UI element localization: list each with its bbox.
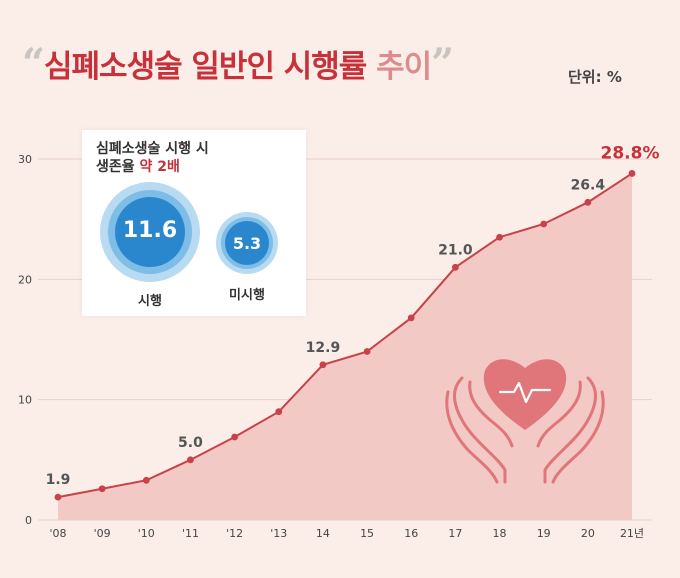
x-tick-label: '11 (182, 527, 199, 540)
data-point (496, 233, 503, 241)
data-label: 5.0 (178, 435, 203, 451)
data-point (54, 493, 62, 501)
bubble-value-not-performed: 5.3 (232, 234, 262, 253)
x-tick-label: 19 (537, 527, 551, 540)
y-tick-label: 30 (18, 153, 32, 166)
data-labels: 1.9 5.0 12.9 21.0 26.4 28.8% (46, 143, 660, 488)
series-points (54, 170, 636, 501)
data-point (584, 198, 592, 206)
open-quote: “ (22, 40, 45, 87)
inset-title-line2: 생존율 (96, 159, 140, 175)
unit-label: 단위: % (568, 68, 622, 86)
close-quote: ” (431, 40, 454, 87)
x-tick-label: 21년 (620, 527, 644, 540)
data-point (142, 476, 150, 484)
data-point (98, 485, 106, 493)
y-axis-ticks: 0 10 20 30 (18, 153, 32, 527)
page-title: “심폐소생술 일반인 시행률 추이” (22, 40, 454, 87)
x-tick-label: 16 (404, 527, 418, 540)
y-tick-label: 10 (18, 394, 32, 407)
x-tick-label: '10 (138, 527, 155, 540)
data-label: 28.8% (601, 143, 660, 163)
x-tick-label: '09 (94, 527, 111, 540)
x-tick-label: 20 (581, 527, 595, 540)
x-tick-label: '13 (270, 527, 287, 540)
series-area (58, 173, 632, 520)
x-tick-label: 18 (493, 527, 507, 540)
x-tick-label: 17 (448, 527, 462, 540)
title-accent: 추이 (376, 49, 432, 85)
heart-in-hands-icon (445, 359, 605, 484)
y-tick-label: 0 (25, 514, 32, 527)
data-label: 26.4 (571, 177, 606, 193)
x-tick-label: '08 (49, 527, 66, 540)
bubble-value-performed: 11.6 (122, 218, 178, 243)
data-point (451, 263, 459, 271)
data-label: 21.0 (438, 242, 473, 258)
data-point (628, 170, 636, 177)
data-label: 12.9 (306, 340, 341, 356)
series-line (57, 172, 633, 499)
data-point (319, 361, 327, 369)
bubble-label-not-performed: 미시행 (229, 288, 265, 303)
y-tick-label: 20 (18, 273, 32, 286)
data-point (363, 348, 371, 355)
x-tick-label: '12 (226, 527, 243, 540)
inset-title-highlight: 약 2배 (139, 159, 180, 175)
data-point (540, 220, 548, 228)
data-label: 1.9 (46, 472, 71, 488)
x-tick-label: 14 (316, 527, 330, 540)
inset-title: 심폐소생술 시행 시 생존율 약 2배 (96, 140, 301, 176)
data-point (275, 408, 283, 416)
x-tick-label: 15 (360, 527, 374, 540)
inset-title-line1: 심폐소생술 시행 시 (96, 141, 209, 157)
data-point (231, 433, 239, 441)
bubble-inner-performed (115, 197, 185, 267)
bubble-inner-not-performed (225, 221, 269, 265)
bubble-label-performed: 시행 (138, 294, 162, 309)
data-point (187, 456, 194, 464)
survival-rate-inset: 심폐소생술 시행 시 생존율 약 2배 11.6 시행 5.3 미시행 (82, 130, 306, 316)
x-axis-ticks: '08 '09 '10 '11 '12 '13 14 15 16 17 18 19 20 21년 (49, 527, 644, 540)
data-point (407, 314, 415, 322)
title-main: 심폐소생술 일반인 시행률 (44, 49, 367, 85)
